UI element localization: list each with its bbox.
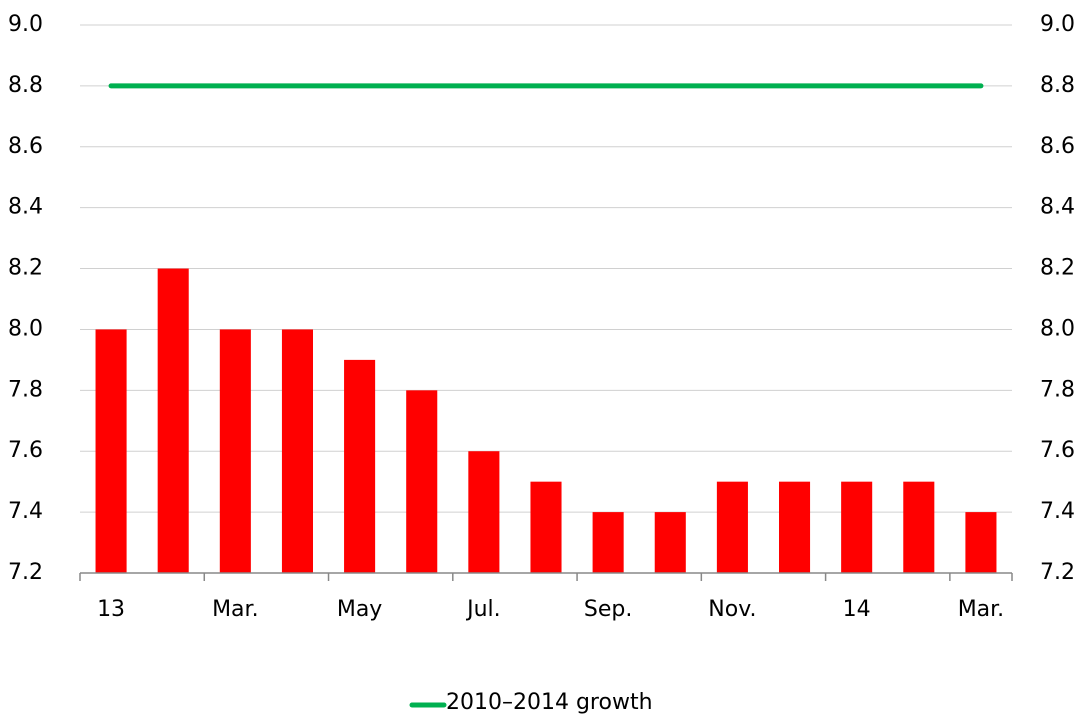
y-tick-label: 8.6	[8, 134, 43, 159]
y2-tick-label: 8.8	[1040, 73, 1075, 98]
bar	[530, 481, 562, 573]
y2-tick-label: 8.0	[1040, 316, 1075, 341]
bar	[95, 329, 127, 573]
bar	[592, 512, 624, 573]
y-tick-label: 7.4	[8, 499, 43, 524]
bar	[965, 512, 997, 573]
bar	[281, 329, 313, 573]
y2-tick-label: 7.8	[1040, 377, 1075, 402]
bar	[468, 451, 500, 573]
bar	[841, 481, 873, 573]
bar	[903, 481, 935, 573]
bar	[779, 481, 811, 573]
bar	[406, 390, 438, 573]
bar	[716, 481, 748, 573]
bar	[219, 329, 251, 573]
legend-label: 2010–2014 growth	[446, 690, 653, 715]
y-tick-label: 8.4	[8, 195, 43, 220]
y-tick-label: 8.2	[8, 256, 43, 281]
y2-tick-label: 9.0	[1040, 12, 1075, 37]
y2-tick-label: 7.6	[1040, 438, 1075, 463]
y-tick-label: 7.2	[8, 560, 43, 585]
y-tick-label: 7.8	[8, 377, 43, 402]
y-tick-label: 8.0	[8, 316, 43, 341]
y-tick-label: 9.0	[8, 12, 43, 37]
x-tick-label: Mar.	[958, 597, 1004, 622]
x-tick-label: Mar.	[212, 597, 258, 622]
x-tick-label: Nov.	[708, 597, 756, 622]
y2-tick-label: 8.2	[1040, 256, 1075, 281]
x-tick-label: 13	[97, 597, 125, 622]
y2-tick-label: 8.4	[1040, 195, 1075, 220]
x-tick-label: 14	[843, 597, 871, 622]
bar	[654, 512, 686, 573]
x-tick-label: Jul.	[465, 597, 501, 622]
bar	[344, 359, 376, 573]
y-tick-label: 7.6	[8, 438, 43, 463]
y-tick-label: 8.8	[8, 73, 43, 98]
x-tick-label: Sep.	[584, 597, 632, 622]
y2-tick-label: 8.6	[1040, 134, 1075, 159]
y2-tick-label: 7.2	[1040, 560, 1075, 585]
x-tick-label: May	[337, 597, 382, 622]
bar	[157, 268, 189, 573]
y2-tick-label: 7.4	[1040, 499, 1075, 524]
